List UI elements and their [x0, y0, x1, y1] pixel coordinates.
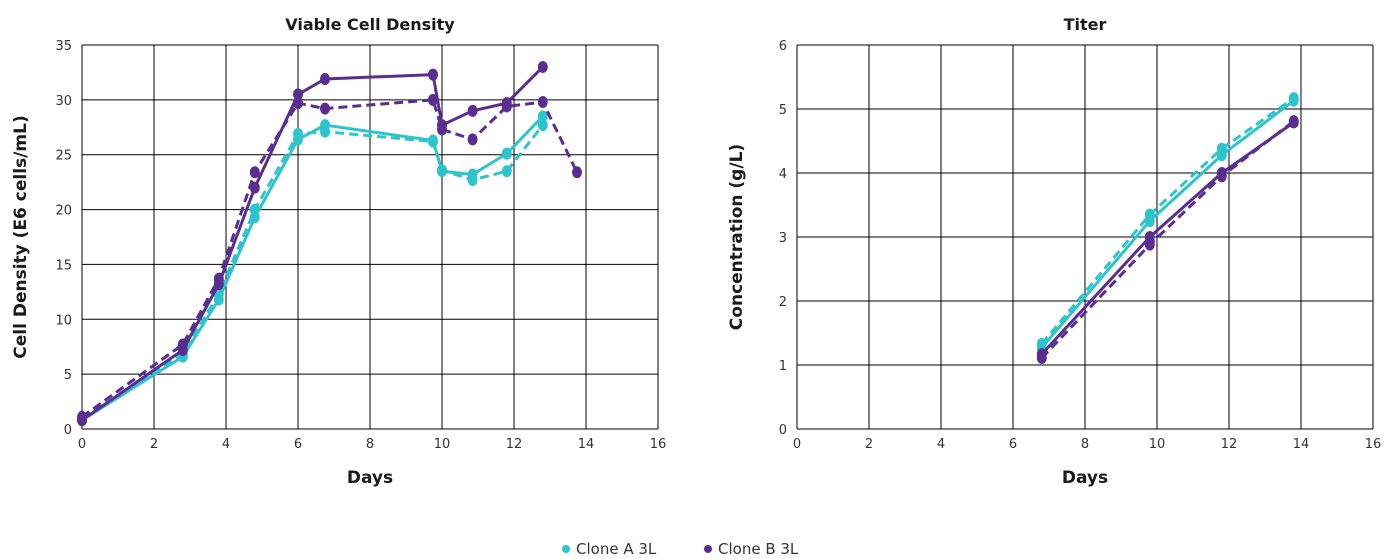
y-tick-label: 2	[779, 295, 787, 310]
data-point-clone-a	[537, 119, 548, 132]
data-point-clone-b	[213, 272, 224, 285]
data-point-clone-b	[1036, 351, 1047, 364]
x-axis-title: Days	[1062, 468, 1108, 488]
y-tick-label: 5	[779, 103, 787, 118]
legend-marker-clone-b	[704, 545, 712, 553]
data-point-clone-b	[1216, 170, 1227, 183]
y-axis-title: Cell Density (E6 cells/mL)	[11, 115, 31, 358]
x-tick-label: 14	[578, 437, 595, 452]
x-tick-label: 4	[937, 437, 945, 452]
data-point-clone-b	[320, 73, 330, 86]
x-tick-label: 8	[366, 437, 374, 452]
data-point-clone-a	[293, 127, 303, 140]
data-point-clone-b	[437, 123, 447, 136]
data-point-clone-b	[1144, 238, 1155, 251]
data-point-clone-a	[437, 164, 447, 177]
x-tick-label: 12	[1221, 437, 1238, 452]
x-axis-title: Days	[347, 468, 393, 488]
x-tick-label: 16	[1365, 437, 1382, 452]
data-point-clone-b	[249, 181, 260, 194]
data-point-clone-a	[320, 125, 330, 138]
data-point-clone-a	[501, 147, 512, 160]
x-tick-label: 10	[1149, 437, 1166, 452]
data-point-clone-b	[467, 133, 478, 146]
legend-marker-clone-a	[562, 545, 570, 553]
x-tick-label: 6	[1009, 437, 1017, 452]
data-point-clone-a	[1036, 337, 1047, 350]
series-line-clone-b-dashed	[81, 98, 579, 419]
data-point-clone-b	[320, 102, 330, 115]
x-tick-label: 14	[1293, 437, 1310, 452]
data-point-clone-a	[249, 203, 260, 216]
x-tick-label: 8	[1081, 437, 1089, 452]
data-point-clone-b	[537, 60, 548, 73]
y-tick-label: 0	[64, 423, 72, 438]
data-point-clone-b	[572, 166, 582, 179]
data-point-clone-a	[428, 135, 438, 148]
data-point-clone-a	[467, 173, 478, 186]
data-point-clone-b	[249, 166, 260, 179]
data-point-clone-a	[1216, 142, 1227, 155]
series-line-clone-b-dashed	[1040, 120, 1295, 360]
y-tick-label: 35	[55, 39, 72, 54]
y-tick-label: 0	[779, 423, 787, 438]
y-tick-label: 3	[779, 231, 787, 246]
data-point-clone-b	[501, 100, 512, 113]
y-tick-label: 6	[779, 39, 787, 54]
legend-label-clone-a: Clone A 3L	[576, 540, 657, 558]
data-point-clone-a	[1144, 208, 1155, 221]
data-point-clone-b	[293, 88, 303, 101]
x-tick-label: 2	[865, 437, 873, 452]
data-point-clone-b	[467, 104, 478, 117]
data-point-clone-b	[537, 96, 548, 109]
y-tick-label: 10	[55, 313, 72, 328]
series-line-clone-a-dashed	[1040, 96, 1295, 345]
data-point-clone-a	[1288, 92, 1299, 105]
y-tick-label: 4	[779, 167, 787, 182]
x-tick-label: 10	[434, 437, 451, 452]
x-tick-label: 2	[150, 437, 158, 452]
y-tick-label: 1	[779, 359, 787, 374]
data-point-clone-a	[537, 110, 548, 123]
data-point-clone-b	[177, 338, 188, 351]
y-axis-title: Concentration (g/L)	[727, 144, 747, 330]
x-tick-label: 6	[294, 437, 302, 452]
data-point-clone-b	[428, 93, 438, 106]
y-tick-label: 5	[64, 368, 72, 383]
legend-label-clone-b: Clone B 3L	[718, 540, 799, 558]
x-tick-label: 16	[650, 437, 667, 452]
x-tick-label: 12	[506, 437, 523, 452]
y-tick-label: 25	[55, 149, 72, 164]
y-tick-label: 30	[55, 94, 72, 109]
x-tick-label: 4	[222, 437, 230, 452]
chart-title: Viable Cell Density	[285, 15, 455, 34]
chart-title: Titer	[1064, 15, 1107, 34]
data-point-clone-b	[1288, 115, 1299, 128]
y-tick-label: 20	[55, 204, 72, 219]
x-tick-label: 0	[793, 437, 801, 452]
x-tick-label: 0	[78, 437, 86, 452]
y-tick-label: 15	[55, 258, 72, 273]
data-point-clone-b	[293, 97, 303, 110]
data-point-clone-b	[428, 68, 438, 81]
data-point-clone-a	[501, 165, 512, 178]
series-line-clone-a-solid	[1040, 99, 1295, 349]
series-line-clone-b-solid	[1040, 121, 1295, 356]
viable-cell-density-chart: 0 5 10 15 20 25 30 35 0 2 4 6 8 10 12 14 16 Viable Cell D…	[11, 15, 666, 488]
data-point-clone-b	[77, 410, 87, 423]
chart-legend: Clone A 3L Clone B 3L	[562, 540, 799, 558]
